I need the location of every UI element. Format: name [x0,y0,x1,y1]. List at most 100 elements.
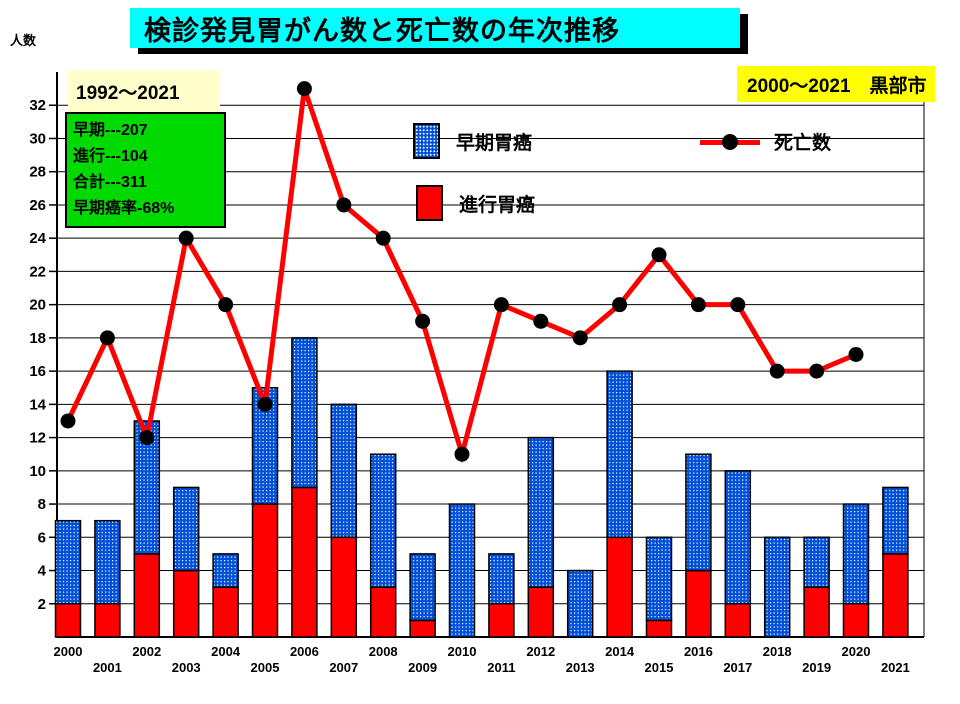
stats-box: 早期---207 進行---104 合計---311 早期癌率-68% [65,112,226,228]
xtick-label-2012: 2012 [526,644,555,659]
bar-advanced-2005 [251,503,279,638]
bar-advanced-2002 [133,553,161,638]
bar-advanced-2016 [685,569,712,638]
xtick-label-2014: 2014 [605,644,635,659]
y-axis-unit-label: 人数 [10,33,37,48]
early-cancer-swatch [413,123,440,159]
xtick-label-2001: 2001 [93,660,122,675]
deaths-point-2005 [257,396,273,412]
ytick-label-18: 18 [29,330,46,347]
bar-early-2021 [882,486,909,555]
deaths-point-2013 [572,330,588,346]
deaths-point-2016 [690,297,706,313]
ytick-label-26: 26 [29,197,46,214]
stats-line-total: 合計---311 [73,174,147,191]
stats-line-early: 早期---207 [73,122,148,139]
legend-deaths: 死亡数 [700,128,831,155]
xtick-label-2019: 2019 [802,660,831,675]
xtick-label-2015: 2015 [645,660,674,675]
deaths-point-2000 [60,413,76,429]
legend-early: 早期胃癌 [413,123,532,159]
bar-early-2020 [842,503,870,605]
ytick-label-6: 6 [38,529,46,546]
xtick-label-2002: 2002 [132,644,161,659]
bar-early-2013 [566,569,594,638]
ytick-label-8: 8 [38,496,46,513]
ytick-label-2: 2 [38,596,46,613]
ytick-label-30: 30 [29,130,46,147]
deaths-point-2020 [848,347,864,362]
bar-early-2017 [724,470,752,605]
legend-advanced: 進行胃癌 [416,185,535,221]
bar-early-2004 [212,553,239,588]
deaths-point-2003 [178,230,194,246]
period-box: 1992～2021 [68,70,220,112]
deaths-point-2004 [218,297,234,313]
xtick-label-2009: 2009 [408,660,437,675]
deaths-point-2009 [415,313,431,329]
deaths-point-2019 [809,363,825,379]
stats-line-advanced: 進行---104 [73,148,148,165]
bar-advanced-2015 [645,619,673,638]
bar-early-2010 [448,503,476,638]
bar-advanced-2020 [842,603,870,638]
deaths-point-2010 [454,446,470,462]
page-title: 検診発見胃がん数と死亡数の年次推移 [144,15,620,46]
bar-advanced-2008 [369,586,397,638]
bar-early-2016 [685,453,712,572]
deaths-point-2014 [612,297,628,313]
bar-early-2018 [763,536,791,638]
region-box: 2000～2021 黒部市 [737,66,935,102]
bar-advanced-2006 [291,486,318,638]
xtick-label-2018: 2018 [763,644,792,659]
xtick-label-2013: 2013 [566,660,595,675]
stats-line-rate: 早期癌率-68% [73,200,175,217]
xtick-label-2005: 2005 [251,660,280,675]
bar-advanced-2004 [212,586,239,638]
xtick-label-2016: 2016 [684,644,713,659]
bar-advanced-2009 [409,619,436,638]
legend-early-label: 早期胃癌 [456,132,533,154]
deaths-point-2012 [533,313,549,329]
deaths-point-2018 [769,363,785,379]
region-text: 2000～2021 黒部市 [747,75,927,97]
bar-advanced-2011 [488,603,515,638]
bar-early-2012 [527,436,555,588]
deaths-point-2015 [651,247,667,263]
xtick-label-2000: 2000 [54,644,83,659]
bar-advanced-2019 [803,586,830,638]
title-bar: 検診発見胃がん数と死亡数の年次推移 [130,8,740,48]
bar-early-2015 [645,536,673,622]
xtick-label-2008: 2008 [369,644,398,659]
xtick-label-2004: 2004 [211,644,241,659]
ytick-label-24: 24 [29,230,46,247]
ytick-label-22: 22 [29,263,46,280]
xtick-label-2020: 2020 [842,644,871,659]
xtick-label-2010: 2010 [448,644,477,659]
bar-advanced-2012 [527,586,555,638]
bar-early-2009 [409,553,436,622]
ytick-label-12: 12 [29,430,46,447]
legend-advanced-label: 進行胃癌 [459,194,536,216]
deaths-point-2008 [375,230,391,246]
bar-advanced-2003 [172,569,200,638]
deaths-line-sample [700,133,760,150]
deaths-point-2002 [139,430,155,446]
deaths-point-2006 [296,81,312,97]
xtick-label-2021: 2021 [881,660,910,675]
bar-early-2014 [606,370,633,539]
deaths-point-2007 [336,197,352,213]
ytick-label-28: 28 [29,164,46,181]
bar-early-2000 [54,519,82,605]
bar-advanced-2007 [330,536,358,638]
bar-early-2019 [803,536,830,588]
deaths-point-2011 [493,297,509,313]
ytick-label-32: 32 [29,97,46,114]
period-text: 1992～2021 [76,82,180,104]
xtick-label-2003: 2003 [172,660,201,675]
bar-early-2011 [488,553,515,605]
bar-early-2001 [94,519,121,605]
deaths-marker-icon [722,133,738,150]
